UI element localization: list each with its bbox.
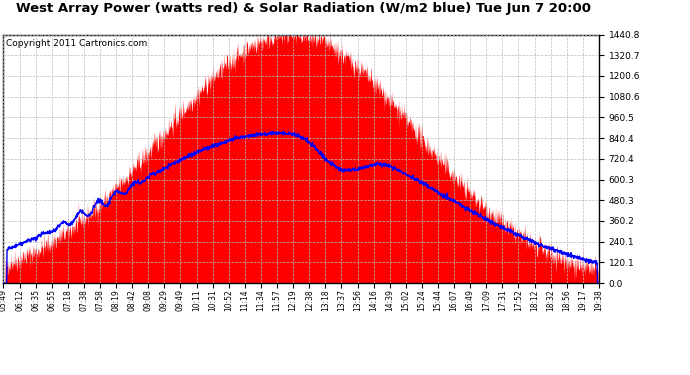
Text: Copyright 2011 Cartronics.com: Copyright 2011 Cartronics.com xyxy=(6,39,148,48)
Text: West Array Power (watts red) & Solar Radiation (W/m2 blue) Tue Jun 7 20:00: West Array Power (watts red) & Solar Rad… xyxy=(16,2,591,15)
